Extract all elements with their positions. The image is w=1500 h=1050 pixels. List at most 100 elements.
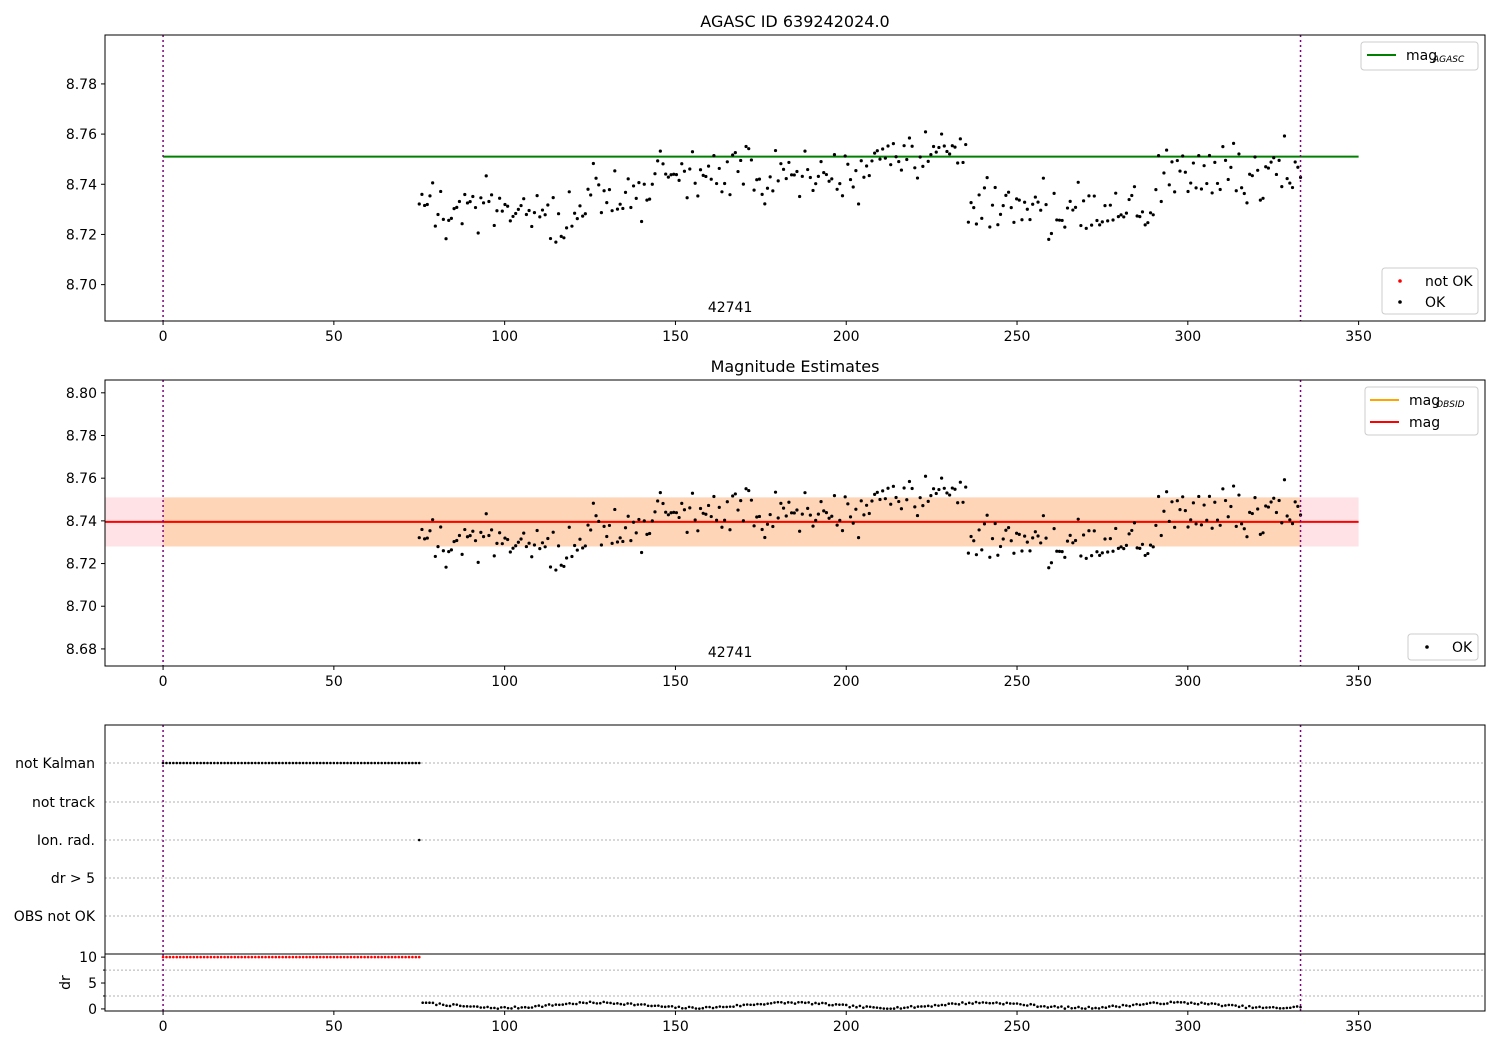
data-point	[1229, 504, 1233, 509]
data-point	[1277, 158, 1281, 162]
data-point	[889, 163, 893, 167]
dr-point-ok	[1278, 1007, 1282, 1010]
data-point	[1098, 223, 1102, 227]
data-point	[859, 499, 863, 503]
data-point	[637, 517, 641, 522]
data-point	[811, 188, 815, 193]
dr-point-ok	[1227, 1003, 1231, 1007]
data-point	[974, 222, 979, 226]
data-point	[814, 518, 818, 522]
data-point	[744, 487, 748, 491]
data-point	[1175, 499, 1179, 503]
data-point	[969, 534, 973, 539]
flag-point	[353, 761, 356, 765]
data-point	[548, 236, 553, 241]
data-point	[803, 149, 807, 153]
data-point	[1237, 152, 1241, 156]
data-point	[843, 154, 847, 158]
dr-point-not-ok	[387, 955, 390, 959]
data-point	[816, 512, 820, 516]
dr-point-not-ok	[189, 955, 192, 959]
dr-point-ok	[1053, 1004, 1056, 1008]
dr-point-ok	[1210, 1002, 1214, 1005]
data-point	[532, 543, 537, 547]
dr-point-ok	[916, 1005, 920, 1008]
data-point	[634, 531, 638, 535]
data-point	[1092, 194, 1096, 198]
data-point	[1009, 539, 1013, 543]
data-point	[990, 203, 995, 207]
data-point	[506, 204, 510, 208]
data-point	[757, 514, 762, 519]
data-point	[822, 170, 826, 175]
dr-point-ok	[865, 1005, 869, 1008]
dr-point-ok	[1125, 1004, 1128, 1007]
dr-point-ok	[585, 1001, 588, 1005]
data-point	[452, 539, 456, 544]
data-point	[1285, 176, 1289, 181]
data-point	[784, 176, 788, 181]
data-point	[460, 222, 464, 226]
dr-point-not-ok	[219, 955, 223, 959]
data-point	[948, 152, 952, 156]
data-point	[1001, 203, 1005, 208]
x-tick-label: 200	[833, 674, 860, 690]
legend-label: not OK	[1425, 274, 1473, 290]
data-point	[471, 194, 475, 199]
y-tick-label: 8.80	[66, 386, 97, 402]
data-point	[661, 501, 665, 506]
dr-point-ok	[1244, 1006, 1248, 1010]
data-point	[463, 527, 467, 532]
data-point	[639, 550, 644, 555]
data-point	[1290, 185, 1295, 190]
dr-point-ok	[465, 1005, 469, 1008]
dr-point-ok	[961, 1001, 964, 1004]
data-point	[1264, 504, 1268, 508]
data-point	[1240, 522, 1244, 526]
data-point	[682, 169, 687, 173]
data-point	[1106, 550, 1110, 554]
data-point	[1138, 546, 1142, 550]
data-point	[913, 505, 917, 509]
dr-point-ok	[534, 1004, 537, 1008]
dr-point-not-ok	[185, 955, 189, 959]
data-point	[656, 499, 660, 503]
x-tick-label: 300	[1174, 1019, 1201, 1035]
dr-point-ok	[1145, 1002, 1149, 1006]
data-point	[873, 151, 877, 155]
data-point	[594, 514, 598, 518]
data-point	[824, 510, 829, 515]
flag-point	[370, 761, 373, 765]
data-point	[648, 531, 652, 536]
flag-point	[332, 761, 336, 765]
data-point	[548, 565, 553, 569]
data-point	[637, 181, 641, 185]
data-point	[757, 177, 762, 181]
data-point	[1004, 528, 1008, 532]
dr-point-ok	[718, 1005, 722, 1008]
data-point	[1049, 231, 1054, 236]
x-tick-label: 250	[1004, 1019, 1031, 1035]
data-point	[776, 179, 780, 183]
data-point	[634, 196, 638, 200]
dr-point-not-ok	[230, 955, 233, 959]
flag-point	[407, 761, 411, 765]
data-point	[787, 160, 791, 165]
dr-point-ok	[616, 1002, 619, 1005]
dr-point-ok	[920, 1005, 923, 1008]
dr-point-ok	[1012, 1002, 1015, 1005]
data-point	[948, 493, 952, 497]
data-point	[827, 179, 831, 183]
flag-point	[209, 761, 213, 765]
dr-point-ok	[1234, 1004, 1237, 1007]
data-point	[848, 515, 853, 519]
dr-point-ok	[995, 1001, 998, 1004]
dr-point-ok	[458, 1004, 462, 1008]
data-point	[514, 211, 518, 216]
dr-point-ok	[903, 1006, 906, 1010]
data-point	[1079, 223, 1083, 228]
dr-point-ok	[1080, 1007, 1084, 1010]
data-point	[789, 173, 794, 177]
flag-point	[376, 761, 380, 765]
data-point	[1020, 549, 1024, 553]
